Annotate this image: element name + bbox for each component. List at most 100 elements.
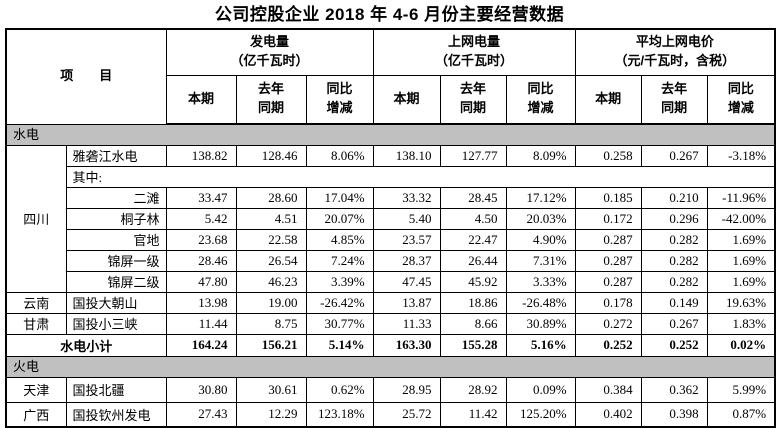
region-cell: 天津 xyxy=(5,376,67,403)
value-cell: 3.39% xyxy=(305,270,374,293)
value-cell: 13.98 xyxy=(165,291,237,314)
value-cell: 0.398 xyxy=(640,401,708,428)
page-title: 公司控股企业 2018 年 4-6 月份主要经营数据 xyxy=(214,5,565,24)
company-cell: 雅砻江水电 xyxy=(65,144,167,167)
value-cell: 164.24 xyxy=(165,333,237,357)
company-cell: 锦屏二级 xyxy=(65,270,167,293)
value-cell: 3.33% xyxy=(505,270,576,293)
value-cell: 0.185 xyxy=(574,186,642,209)
value-cell: 33.32 xyxy=(372,186,441,209)
value-cell: -26.48% xyxy=(505,291,576,314)
value-cell: 8.66 xyxy=(439,312,507,335)
value-cell: 0.267 xyxy=(640,144,708,167)
among-which-cell: 其中: xyxy=(65,165,776,188)
header-item: 项 目 xyxy=(5,28,167,125)
value-cell: 30.89% xyxy=(505,312,576,335)
value-cell: 26.54 xyxy=(235,249,307,272)
section-label: 水电 xyxy=(5,123,776,146)
value-cell: 28.46 xyxy=(165,249,237,272)
header-grid-current: 本期 xyxy=(372,74,441,125)
value-cell: 0.287 xyxy=(574,249,642,272)
header-group-row: 项 目 发电量 （亿千瓦时） 上网电量 （亿千瓦时） 平均上网电价 （元/千瓦时… xyxy=(5,28,776,125)
value-cell: 0.282 xyxy=(640,249,708,272)
value-cell: 123.18% xyxy=(305,401,374,428)
value-cell: 5.14% xyxy=(305,333,374,357)
company-cell: 国投小三峡 xyxy=(65,312,167,335)
value-cell: 26.44 xyxy=(439,249,507,272)
value-cell: 1.69% xyxy=(706,228,776,251)
value-cell: 5.40 xyxy=(372,207,441,230)
value-cell: 46.23 xyxy=(235,270,307,293)
value-cell: 125.20% xyxy=(505,401,576,428)
company-cell: 国投北疆 xyxy=(65,376,167,403)
value-cell: 0.62% xyxy=(305,376,374,403)
value-cell: 1.69% xyxy=(706,249,776,272)
value-cell: 0.267 xyxy=(640,312,708,335)
table-row: 甘肃 国投小三峡 11.44 8.75 30.77% 11.33 8.66 30… xyxy=(5,312,776,335)
value-cell: 4.50 xyxy=(439,207,507,230)
value-cell: 1.69% xyxy=(706,270,776,293)
company-cell: 国投钦州发电 xyxy=(65,401,167,428)
value-cell: 28.92 xyxy=(439,376,507,403)
value-cell: 28.60 xyxy=(235,186,307,209)
value-cell: 19.00 xyxy=(235,291,307,314)
value-cell: 17.12% xyxy=(505,186,576,209)
value-cell: 0.272 xyxy=(574,312,642,335)
header-group-price: 平均上网电价 （元/千瓦时，含税） xyxy=(574,28,776,76)
value-cell: 30.80 xyxy=(165,376,237,403)
header-grid-yoy: 同比 增减 xyxy=(505,74,576,125)
value-cell: 13.87 xyxy=(372,291,441,314)
value-cell: 0.210 xyxy=(640,186,708,209)
value-cell: 7.31% xyxy=(505,249,576,272)
value-cell: 25.72 xyxy=(372,401,441,428)
value-cell: 138.82 xyxy=(165,144,237,167)
value-cell: 0.282 xyxy=(640,228,708,251)
subtotal-label: 水电小计 xyxy=(5,333,167,357)
table-row: 云南 国投大朝山 13.98 19.00 -26.42% 13.87 18.86… xyxy=(5,291,776,314)
value-cell: 0.09% xyxy=(505,376,576,403)
header-group-generation: 发电量 （亿千瓦时） xyxy=(165,28,374,76)
company-cell: 二滩 xyxy=(65,186,167,209)
header-group-ongrid: 上网电量 （亿千瓦时） xyxy=(372,28,576,76)
value-cell: 0.384 xyxy=(574,376,642,403)
value-cell: 23.68 xyxy=(165,228,237,251)
company-cell: 锦屏一级 xyxy=(65,249,167,272)
operating-data-table: 项 目 发电量 （亿千瓦时） 上网电量 （亿千瓦时） 平均上网电价 （元/千瓦时… xyxy=(5,28,777,428)
value-cell: 0.178 xyxy=(574,291,642,314)
value-cell: 4.85% xyxy=(305,228,374,251)
value-cell: -11.96% xyxy=(706,186,776,209)
value-cell: 30.61 xyxy=(235,376,307,403)
value-cell: 28.95 xyxy=(372,376,441,403)
value-cell: 11.42 xyxy=(439,401,507,428)
header-gen-prev: 去年 同期 xyxy=(235,74,307,125)
table-row: 二滩 33.47 28.60 17.04% 33.32 28.45 17.12%… xyxy=(6,186,776,209)
value-cell: 12.29 xyxy=(235,401,307,428)
table-row: 四川 雅砻江水电 138.82 128.46 8.06% 138.10 127.… xyxy=(5,144,776,293)
value-cell: 156.21 xyxy=(235,333,307,357)
value-cell: 0.282 xyxy=(640,270,708,293)
value-cell: 47.80 xyxy=(165,270,237,293)
value-cell: 0.252 xyxy=(640,333,708,357)
value-cell: 127.77 xyxy=(439,144,507,167)
value-cell: 0.296 xyxy=(640,207,708,230)
table-row: 锦屏二级 47.80 46.23 3.39% 47.45 45.92 3.33%… xyxy=(6,270,776,293)
value-cell: 19.63% xyxy=(706,291,776,314)
value-cell: 20.07% xyxy=(305,207,374,230)
region-cell: 云南 xyxy=(5,291,67,314)
section-row-hydro: 水电 xyxy=(5,123,776,146)
company-cell: 桐子林 xyxy=(65,207,167,230)
value-cell: 1.83% xyxy=(706,312,776,335)
value-cell: 45.92 xyxy=(439,270,507,293)
value-cell: 27.43 xyxy=(165,401,237,428)
table-row: 桐子林 5.42 4.51 20.07% 5.40 4.50 20.03% 0.… xyxy=(6,207,776,230)
header-sub-row: 本期 去年 同期 同比 增减 本期 去年 同期 同比 增减 本期 去年 同期 同… xyxy=(6,74,776,125)
value-cell: 0.87% xyxy=(706,401,776,428)
region-cell: 四川 xyxy=(5,144,67,293)
value-cell: 22.58 xyxy=(235,228,307,251)
value-cell: 33.47 xyxy=(165,186,237,209)
section-row-thermal: 火电 xyxy=(5,355,776,378)
value-cell: 0.287 xyxy=(574,270,642,293)
value-cell: 0.149 xyxy=(640,291,708,314)
company-cell: 官地 xyxy=(65,228,167,251)
hydro-subtotal-row: 水电小计 164.24 156.21 5.14% 163.30 155.28 5… xyxy=(5,333,776,357)
